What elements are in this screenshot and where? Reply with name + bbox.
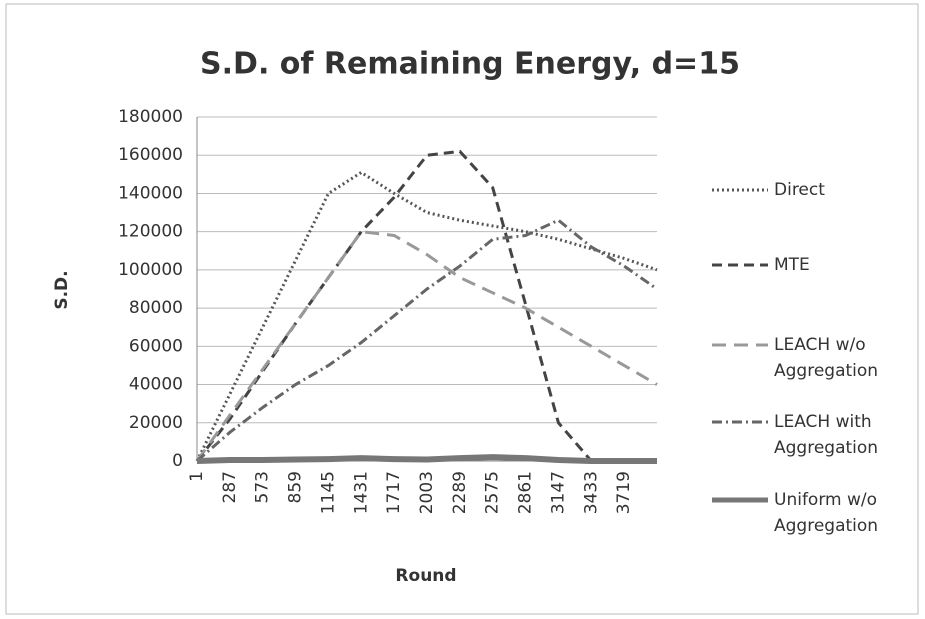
y-tick-label: 100000 bbox=[118, 260, 183, 280]
y-tick-label: 180000 bbox=[118, 107, 183, 127]
legend-label: Direct bbox=[774, 180, 825, 200]
y-axis-title: S.D. bbox=[52, 270, 72, 309]
x-tick-label: 3433 bbox=[581, 471, 601, 514]
chart: S.D. of Remaining Energy, d=15 S.D. Roun… bbox=[0, 0, 925, 619]
x-tick-label: 859 bbox=[286, 471, 306, 503]
y-tick-label: 140000 bbox=[118, 183, 183, 203]
x-tick-label: 1717 bbox=[384, 471, 404, 514]
x-tick-label: 1 bbox=[187, 471, 207, 482]
y-tick-label: 160000 bbox=[118, 145, 183, 165]
y-tick-label: 40000 bbox=[129, 375, 183, 395]
y-tick-label: 120000 bbox=[118, 222, 183, 242]
x-tick-label: 573 bbox=[253, 471, 273, 503]
x-tick-label: 287 bbox=[220, 471, 240, 503]
y-tick-label: 20000 bbox=[129, 413, 183, 433]
x-tick-label: 3719 bbox=[614, 471, 634, 514]
x-tick-label: 2575 bbox=[483, 471, 503, 514]
x-tick-label: 1431 bbox=[351, 471, 371, 514]
x-tick-label: 2003 bbox=[417, 471, 437, 514]
x-tick-label: 2861 bbox=[516, 471, 536, 514]
x-tick-label: 3147 bbox=[548, 471, 568, 514]
chart-title: S.D. of Remaining Energy, d=15 bbox=[200, 47, 740, 82]
y-tick-label: 80000 bbox=[129, 298, 183, 318]
x-axis-title: Round bbox=[395, 566, 456, 586]
legend-label: MTE bbox=[774, 255, 810, 275]
x-tick-label: 1145 bbox=[318, 471, 338, 514]
y-tick-label: 60000 bbox=[129, 336, 183, 356]
y-tick-label: 0 bbox=[172, 451, 183, 471]
page: S.D. of Remaining Energy, d=15 S.D. Roun… bbox=[0, 0, 925, 619]
x-tick-label: 2289 bbox=[450, 471, 470, 514]
